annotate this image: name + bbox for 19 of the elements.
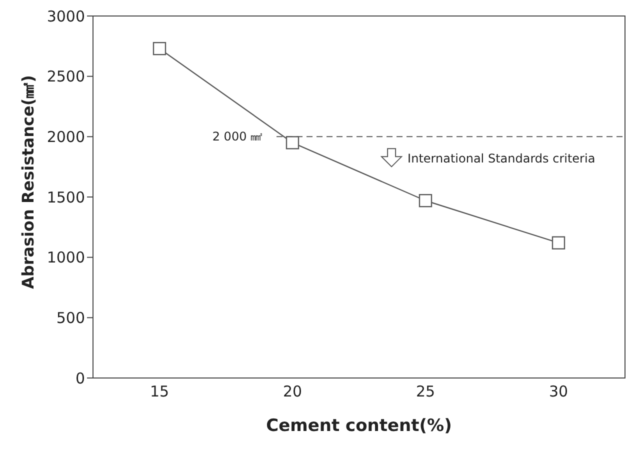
x-axis-title: Cement content(%) xyxy=(266,416,452,436)
y-tick-label: 2500 xyxy=(46,68,85,86)
y-tick-label: 2000 xyxy=(46,128,85,146)
point xyxy=(552,236,566,250)
y-tick-label: 1000 xyxy=(46,248,85,267)
y-tick-label: 500 xyxy=(56,308,85,327)
x-tick-label: 15 xyxy=(150,382,170,401)
point xyxy=(286,136,300,150)
y-tick-label: 0 xyxy=(75,369,85,388)
y-tick-label: 3000 xyxy=(46,7,85,26)
x-tick-label: 20 xyxy=(282,382,302,401)
point xyxy=(418,194,432,208)
x-tick-label: 25 xyxy=(416,382,436,401)
x-tick-label: 30 xyxy=(548,382,568,401)
y-tick-label: 1500 xyxy=(46,188,85,206)
ref-line-label: 2 000 ㎟ xyxy=(212,130,263,144)
point xyxy=(152,42,166,56)
y-axis-title: Abrasion Resistance(㎟) xyxy=(18,75,38,289)
annotation: International Standards criteria xyxy=(408,152,596,166)
